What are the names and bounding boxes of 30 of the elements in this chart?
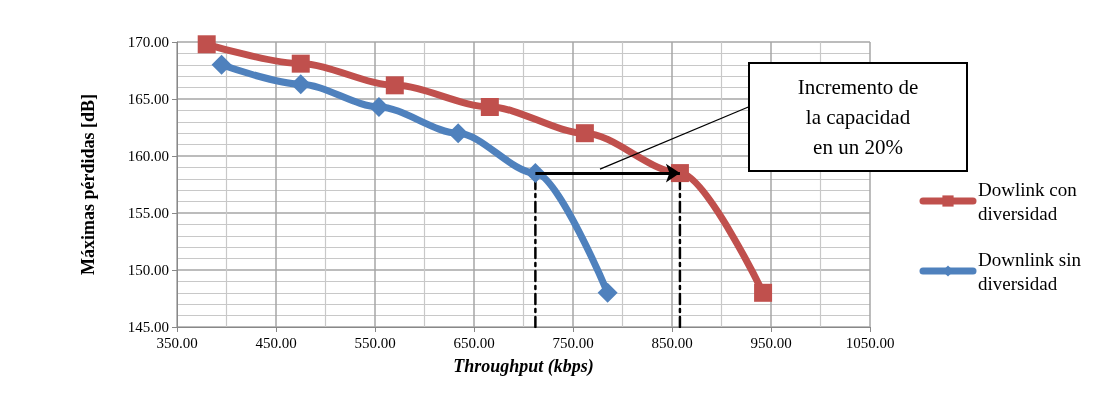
x-tick-label: 950.00: [750, 334, 792, 351]
point: [290, 74, 311, 95]
point: [291, 54, 310, 73]
y-tick-label: 150.00: [127, 262, 169, 278]
y-tick-label: 145.00: [127, 319, 169, 335]
x-tick-label: 750.00: [552, 334, 594, 351]
x-tick-label: 350.00: [156, 334, 198, 351]
x-tick-label: 650.00: [453, 334, 495, 351]
point: [480, 97, 499, 116]
point: [197, 35, 216, 54]
callout-box: Incremento de la capacidad en un 20%: [748, 62, 968, 172]
point: [448, 123, 469, 144]
point: [597, 282, 618, 303]
x-axis-title: Throughput (kbps): [453, 356, 594, 377]
legend-label: Dowlink con diversidad: [978, 178, 1082, 224]
x-tick-label: 550.00: [354, 334, 396, 351]
x-tick-label: 450.00: [255, 334, 297, 351]
point: [211, 54, 232, 75]
point: [754, 283, 773, 302]
point: [368, 96, 389, 117]
y-tick-label: 160.00: [127, 148, 169, 164]
y-tick-label: 155.00: [127, 205, 169, 221]
y-tick-label: 165.00: [127, 91, 169, 107]
y-tick-label: 170.00: [127, 34, 169, 50]
legend-label: Downlink sin diversidad: [978, 248, 1086, 294]
x-tick-label: 850.00: [651, 334, 693, 351]
point: [575, 124, 594, 143]
y-axis-title: Máximas pérdidas [dB]: [78, 93, 98, 276]
x-tick-label: 1050.00: [845, 334, 895, 351]
point: [385, 76, 404, 95]
